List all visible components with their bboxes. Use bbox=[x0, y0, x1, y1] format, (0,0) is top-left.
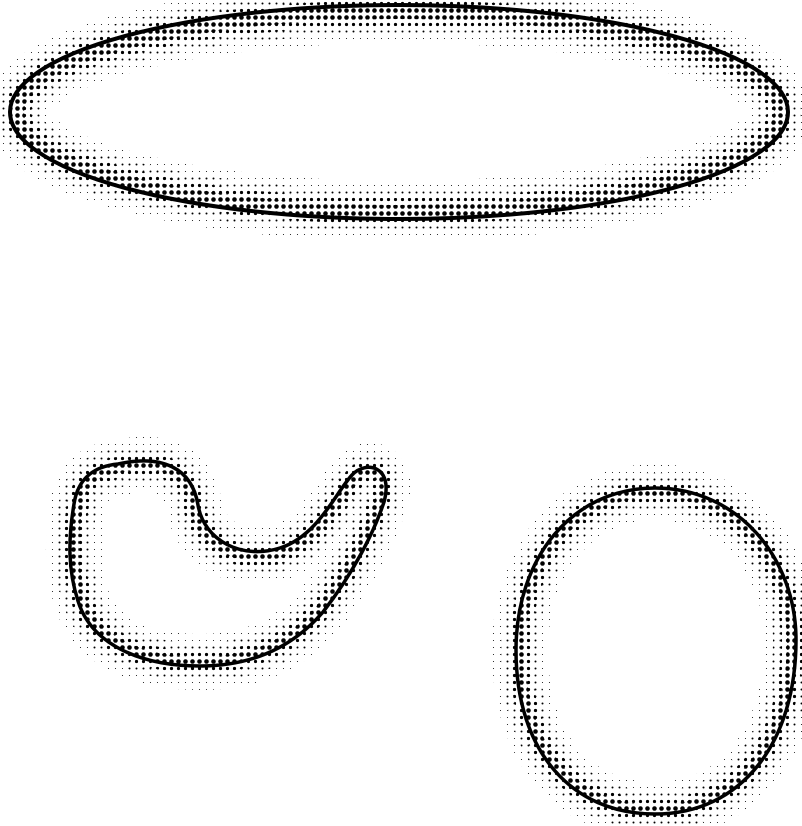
rounded-oval bbox=[491, 463, 802, 826]
elongated-ellipse bbox=[0, 0, 802, 241]
curled-blob bbox=[45, 436, 411, 691]
